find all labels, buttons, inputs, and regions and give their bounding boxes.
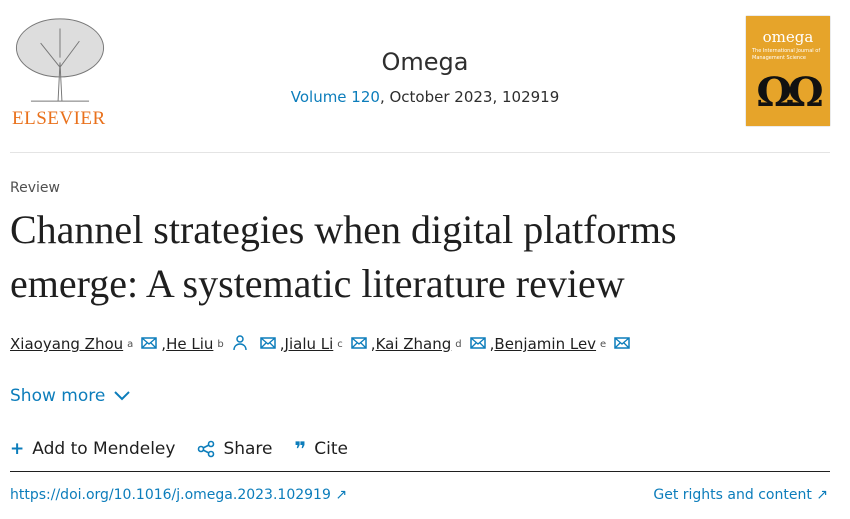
- affiliation-marker[interactable]: d: [455, 338, 462, 350]
- external-link-icon: ↗: [335, 487, 348, 503]
- author-link[interactable]: Xiaoyang Zhou: [10, 335, 124, 353]
- show-more-button[interactable]: Show more: [10, 386, 131, 406]
- share-button[interactable]: Share: [197, 439, 273, 459]
- mail-icon[interactable]: [614, 335, 630, 353]
- person-icon[interactable]: [232, 334, 248, 354]
- get-rights-link[interactable]: Get rights and content ↗: [653, 487, 828, 503]
- elsevier-wordmark[interactable]: ELSEVIER: [12, 108, 106, 129]
- separator: ,: [279, 335, 285, 353]
- journal-title[interactable]: Omega: [381, 48, 469, 76]
- author-link[interactable]: Benjamin Lev: [494, 335, 597, 353]
- divider: [10, 152, 830, 153]
- mail-icon[interactable]: [260, 335, 276, 353]
- affiliation-marker[interactable]: c: [337, 338, 343, 350]
- divider: [10, 471, 830, 472]
- affiliation-marker[interactable]: b: [217, 338, 224, 350]
- plus-icon: +: [10, 439, 25, 459]
- author-link[interactable]: He Liu: [166, 335, 214, 353]
- mail-icon[interactable]: [469, 335, 486, 353]
- article-title: Channel strategies when digital platform…: [10, 207, 677, 306]
- affiliation-marker[interactable]: e: [600, 338, 607, 350]
- author-link[interactable]: Jialu Li: [284, 335, 334, 353]
- mail-icon[interactable]: [141, 335, 158, 353]
- separator: ,: [161, 335, 167, 353]
- cite-button[interactable]: ❞ Cite: [294, 437, 348, 461]
- separator: ,: [370, 335, 376, 353]
- chevron-down-icon: [114, 391, 131, 401]
- cover-title: omega: [762, 28, 814, 46]
- cover-subtitle: The International Journal of Management …: [752, 48, 821, 61]
- elsevier-tree-logo: [15, 18, 105, 102]
- add-to-mendeley-button[interactable]: + Add to Mendeley: [10, 439, 176, 459]
- quote-icon: ❞: [294, 437, 307, 461]
- external-link-icon: ↗: [816, 487, 828, 503]
- mail-icon[interactable]: [351, 335, 367, 353]
- doi-link[interactable]: https://doi.org/10.1016/j.omega.2023.102…: [10, 487, 348, 503]
- article-type: Review: [10, 180, 60, 196]
- author-list: Xiaoyang Zhou a, He Liu b, Jialu Li c, Kai …: [10, 334, 634, 354]
- volume-info: Volume 120, October 2023, 102919: [290, 88, 560, 106]
- share-icon: [198, 440, 215, 458]
- omega-symbol: ΩΩ: [756, 69, 823, 116]
- author-link[interactable]: Kai Zhang: [375, 335, 452, 353]
- affiliation-marker[interactable]: a: [127, 338, 134, 350]
- article-toolbar: + Add to Mendeley Share ❞ Cite: [10, 437, 348, 461]
- journal-cover[interactable]: omega The International Journal of Manag…: [746, 16, 830, 126]
- volume-link[interactable]: Volume 120: [290, 88, 380, 106]
- separator: ,: [489, 335, 495, 353]
